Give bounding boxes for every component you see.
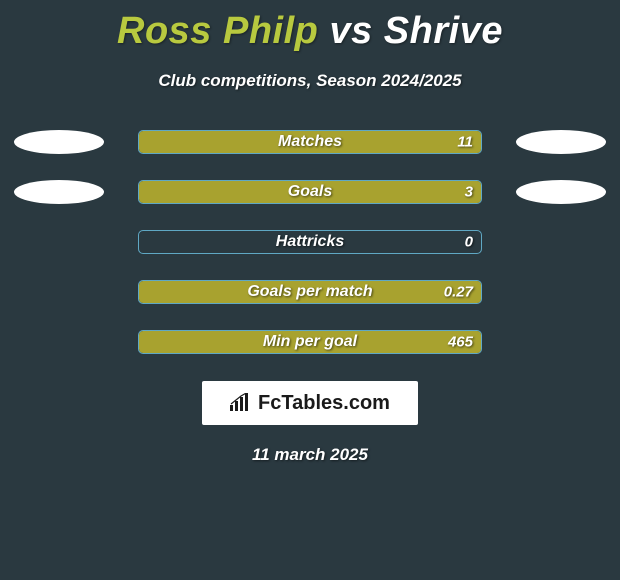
brand-badge: FcTables.com (202, 381, 418, 425)
stat-bar: Goals per match 0.27 (138, 280, 482, 304)
stats-container: Matches 11 Goals 3 Hattricks 0 Goals per match… (0, 129, 620, 355)
ellipse-right (516, 130, 606, 154)
chart-icon (230, 393, 252, 413)
stat-value: 3 (465, 184, 473, 201)
player1-name: Ross Philp (117, 10, 318, 52)
vs-word: vs (329, 10, 372, 52)
stat-label: Goals per match (247, 283, 372, 301)
stat-row: Hattricks 0 (0, 229, 620, 255)
stat-row: Goals per match 0.27 (0, 279, 620, 305)
stat-bar: Matches 11 (138, 130, 482, 154)
ellipse-left (14, 130, 104, 154)
stat-value: 0 (465, 234, 473, 251)
stat-value: 465 (448, 334, 473, 351)
stat-row: Min per goal 465 (0, 329, 620, 355)
stat-bar: Goals 3 (138, 180, 482, 204)
brand-text: FcTables.com (258, 392, 390, 415)
stat-label: Hattricks (276, 233, 344, 251)
subtitle: Club competitions, Season 2024/2025 (0, 71, 620, 91)
stat-value: 0.27 (444, 284, 473, 301)
stat-label: Matches (278, 133, 342, 151)
player2-name: Shrive (384, 10, 503, 52)
stat-row: Goals 3 (0, 179, 620, 205)
stat-bar: Min per goal 465 (138, 330, 482, 354)
stat-row: Matches 11 (0, 129, 620, 155)
stat-label: Min per goal (263, 333, 357, 351)
ellipse-left (14, 180, 104, 204)
stat-label: Goals (288, 183, 332, 201)
date-text: 11 march 2025 (0, 445, 620, 465)
page-title: Ross Philp vs Shrive (0, 0, 620, 53)
stat-value: 11 (457, 134, 473, 151)
ellipse-right (516, 180, 606, 204)
stat-bar: Hattricks 0 (138, 230, 482, 254)
